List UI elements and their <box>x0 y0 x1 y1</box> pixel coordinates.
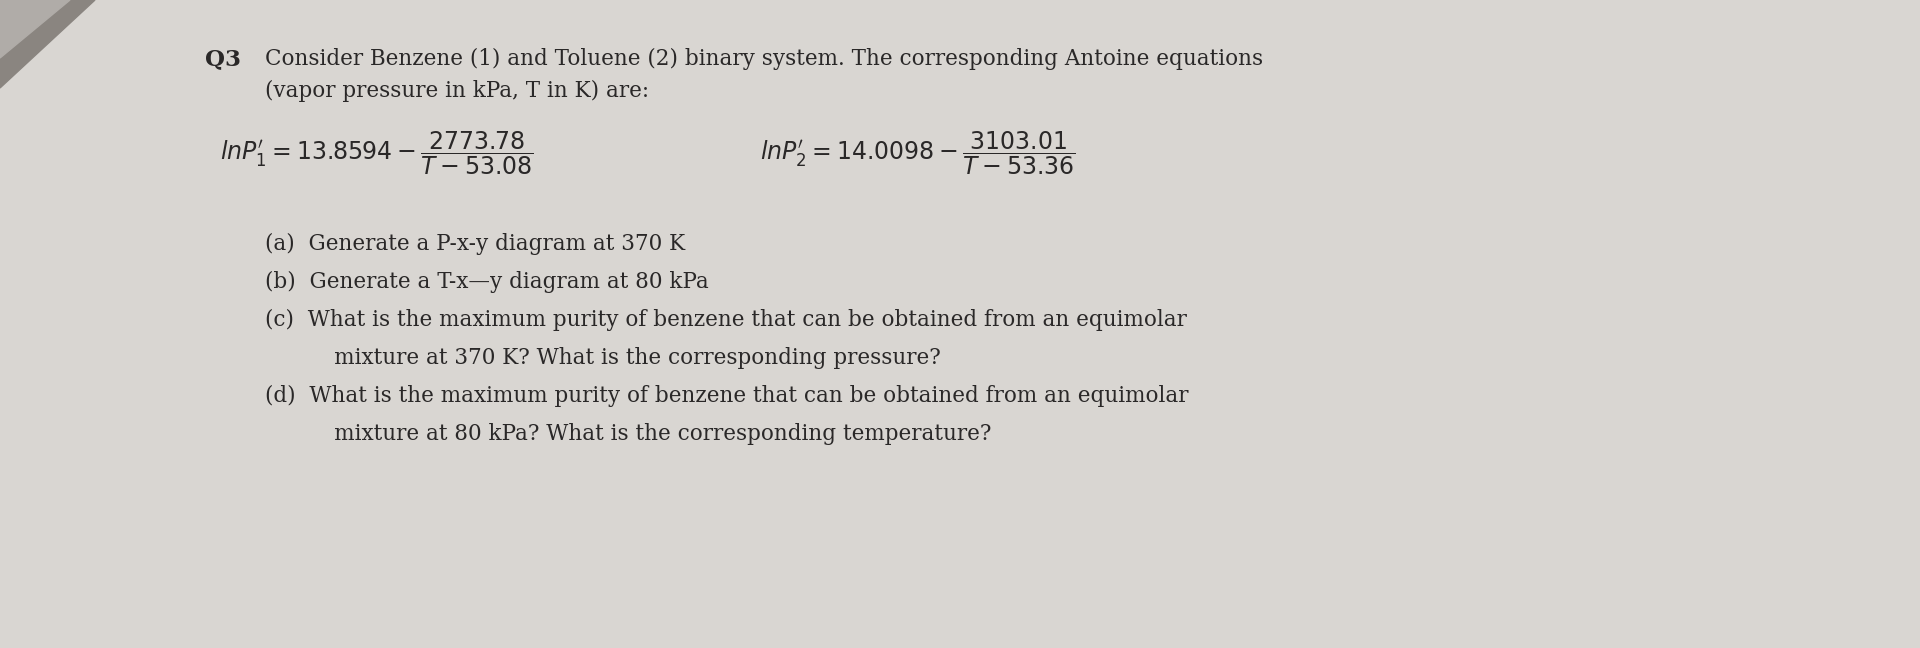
Polygon shape <box>0 0 94 88</box>
Polygon shape <box>0 0 69 58</box>
Text: (d)  What is the maximum purity of benzene that can be obtained from an equimola: (d) What is the maximum purity of benzen… <box>265 385 1188 407</box>
Text: $\mathit{ln}P_2^{\prime} = 14.0098 - \dfrac{3103.01}{T-53.36}$: $\mathit{ln}P_2^{\prime} = 14.0098 - \df… <box>760 130 1075 177</box>
Text: (a)  Generate a P-x-y diagram at 370 K: (a) Generate a P-x-y diagram at 370 K <box>265 233 685 255</box>
Text: mixture at 80 kPa? What is the corresponding temperature?: mixture at 80 kPa? What is the correspon… <box>294 423 991 445</box>
Text: (vapor pressure in kPa, T in K) are:: (vapor pressure in kPa, T in K) are: <box>265 80 649 102</box>
Text: Consider Benzene (1) and Toluene (2) binary system. The corresponding Antoine eq: Consider Benzene (1) and Toluene (2) bin… <box>265 48 1263 70</box>
Text: Q3: Q3 <box>205 48 242 70</box>
Text: $\mathit{ln}P_1^{\prime} = 13.8594 - \dfrac{2773.78}{T-53.08}$: $\mathit{ln}P_1^{\prime} = 13.8594 - \df… <box>221 130 534 177</box>
Text: (b)  Generate a T-x—y diagram at 80 kPa: (b) Generate a T-x—y diagram at 80 kPa <box>265 271 708 293</box>
Text: mixture at 370 K? What is the corresponding pressure?: mixture at 370 K? What is the correspond… <box>294 347 941 369</box>
Text: (c)  What is the maximum purity of benzene that can be obtained from an equimola: (c) What is the maximum purity of benzen… <box>265 309 1187 331</box>
